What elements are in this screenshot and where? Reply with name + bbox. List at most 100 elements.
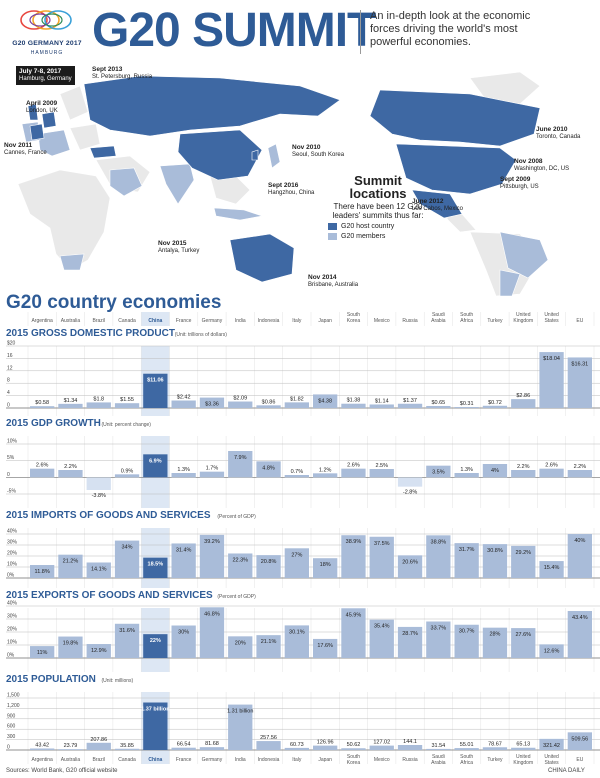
bar-2-9 bbox=[284, 548, 309, 578]
country-footer-18-line2: States bbox=[544, 760, 559, 766]
data-label-4-19: 509.56 bbox=[571, 736, 588, 742]
data-label-2-17: 29.2% bbox=[515, 550, 531, 556]
tick-label: 1,500 bbox=[7, 693, 20, 699]
bar-2-0 bbox=[30, 565, 55, 578]
panel-title-4: 2015 POPULATION bbox=[6, 674, 96, 685]
bar-0-18 bbox=[539, 352, 564, 408]
page-subtitle: An in-depth look at the economic forces … bbox=[370, 10, 531, 48]
data-label-0-12: $1.14 bbox=[375, 398, 389, 404]
data-label-0-5: $2.42 bbox=[177, 394, 191, 400]
bar-0-10 bbox=[313, 394, 338, 408]
data-label-2-18: 15.4% bbox=[544, 565, 560, 571]
panel-unit-2: (Percent of GDP) bbox=[217, 514, 256, 520]
country-header-18-line2: States bbox=[544, 318, 559, 324]
data-label-1-0: 2.6% bbox=[36, 463, 49, 469]
data-label-3-1: 19.8% bbox=[63, 641, 79, 647]
bar-2-3 bbox=[114, 540, 140, 578]
bar-0-11 bbox=[341, 403, 366, 408]
country-header-14: Saudi bbox=[432, 312, 445, 318]
country-header-14-line2: Arabia bbox=[431, 318, 446, 324]
bar-0-3 bbox=[114, 403, 140, 408]
data-label-3-8: 21.1% bbox=[261, 639, 277, 645]
legend-host-swatch bbox=[328, 223, 337, 230]
bar-2-19 bbox=[567, 534, 592, 578]
bar-3-15 bbox=[454, 624, 479, 658]
data-label-0-4: $11.06 bbox=[147, 378, 164, 384]
bar-3-6 bbox=[199, 607, 225, 658]
bar-0-9 bbox=[284, 402, 309, 408]
data-label-4-6: 81.68 bbox=[205, 741, 219, 747]
data-label-1-6: 1.7% bbox=[206, 466, 219, 472]
bar-4-12 bbox=[369, 745, 394, 750]
tick-label: 0% bbox=[7, 573, 15, 579]
country-header-18: United bbox=[544, 312, 559, 318]
legend-title: Summit locations bbox=[349, 173, 407, 201]
country-header-16: Turkey bbox=[487, 318, 503, 324]
economy-charts-svg: Argentina Argentina Australia Australia Braz… bbox=[0, 312, 600, 766]
bar-0-16 bbox=[482, 405, 508, 408]
bar-2-1 bbox=[58, 554, 83, 578]
country-header-11-line2: Korea bbox=[347, 318, 361, 324]
country-header-2: Brazil bbox=[92, 318, 105, 324]
country-header-12: Mexico bbox=[374, 318, 390, 324]
data-label-1-1: 2.2% bbox=[64, 464, 77, 470]
data-label-0-0: $0.58 bbox=[35, 400, 49, 406]
data-label-0-15: $0.31 bbox=[460, 401, 474, 407]
bar-1-13 bbox=[397, 477, 423, 487]
data-label-4-0: 43.42 bbox=[35, 742, 49, 748]
data-label-1-5: 1.3% bbox=[177, 467, 190, 473]
panel-unit-0: (Unit: trillions of dollars) bbox=[175, 332, 228, 338]
data-label-3-2: 12.9% bbox=[91, 648, 107, 654]
bar-3-13 bbox=[397, 626, 423, 658]
tick-label: 30% bbox=[7, 614, 18, 620]
data-label-2-14: 38.8% bbox=[431, 539, 447, 545]
country-footer-14-line2: Arabia bbox=[431, 760, 446, 766]
data-label-3-16: 28% bbox=[489, 632, 500, 638]
bar-3-17 bbox=[511, 628, 536, 658]
bar-2-5 bbox=[171, 543, 196, 578]
data-label-3-11: 45.9% bbox=[346, 612, 362, 618]
bar-3-19 bbox=[567, 610, 592, 658]
bar-4-0 bbox=[30, 748, 55, 750]
summit-label-hamburg: July 7-8, 2017 Hamburg, Germany bbox=[16, 66, 75, 85]
data-label-4-3: 35.85 bbox=[120, 743, 134, 749]
bar-4-8 bbox=[256, 741, 281, 750]
page-title: G20 SUMMIT bbox=[92, 4, 376, 57]
bar-2-12 bbox=[369, 536, 394, 578]
tick-label: 16 bbox=[7, 353, 13, 359]
data-label-1-12: 2.5% bbox=[375, 463, 388, 469]
bar-1-10 bbox=[313, 473, 338, 478]
country-footer-1: Australia bbox=[61, 757, 81, 763]
tick-label: 10% bbox=[7, 562, 18, 568]
data-label-3-10: 17.6% bbox=[317, 643, 333, 649]
data-label-1-11: 2.6% bbox=[347, 463, 360, 469]
bar-2-6 bbox=[199, 534, 225, 578]
country-footer-0: Argentina bbox=[31, 757, 53, 763]
data-label-1-19: 2.2% bbox=[574, 464, 587, 470]
country-footer-4: China bbox=[148, 757, 162, 763]
bar-4-5 bbox=[171, 747, 196, 750]
panel-title-band bbox=[0, 672, 600, 692]
data-label-2-11: 38.9% bbox=[346, 539, 362, 545]
data-label-2-12: 37.5% bbox=[374, 541, 390, 547]
bar-2-7 bbox=[228, 553, 253, 578]
data-label-2-15: 31.7% bbox=[459, 547, 475, 553]
bar-4-2 bbox=[86, 742, 111, 750]
bar-2-14 bbox=[426, 535, 451, 578]
data-label-3-9: 30.1% bbox=[289, 629, 305, 635]
data-label-4-11: 50.62 bbox=[347, 742, 361, 748]
bar-1-18 bbox=[539, 468, 564, 478]
data-label-1-7: 7.9% bbox=[234, 455, 247, 461]
data-label-4-5: 66.54 bbox=[177, 742, 191, 748]
data-label-2-10: 18% bbox=[320, 562, 331, 568]
bar-2-11 bbox=[341, 535, 366, 578]
bar-4-3 bbox=[114, 748, 140, 750]
bar-4-19 bbox=[567, 732, 592, 750]
bar-2-2 bbox=[86, 562, 111, 578]
legend-member: G20 members bbox=[328, 233, 448, 240]
country-footer-3: Canada bbox=[118, 757, 136, 763]
bar-1-11 bbox=[341, 468, 366, 478]
data-label-0-18: $18.04 bbox=[543, 356, 560, 362]
data-label-4-2: 207.86 bbox=[90, 737, 107, 743]
summit-label-toronto: June 2010 Toronto, Canada bbox=[536, 126, 581, 140]
